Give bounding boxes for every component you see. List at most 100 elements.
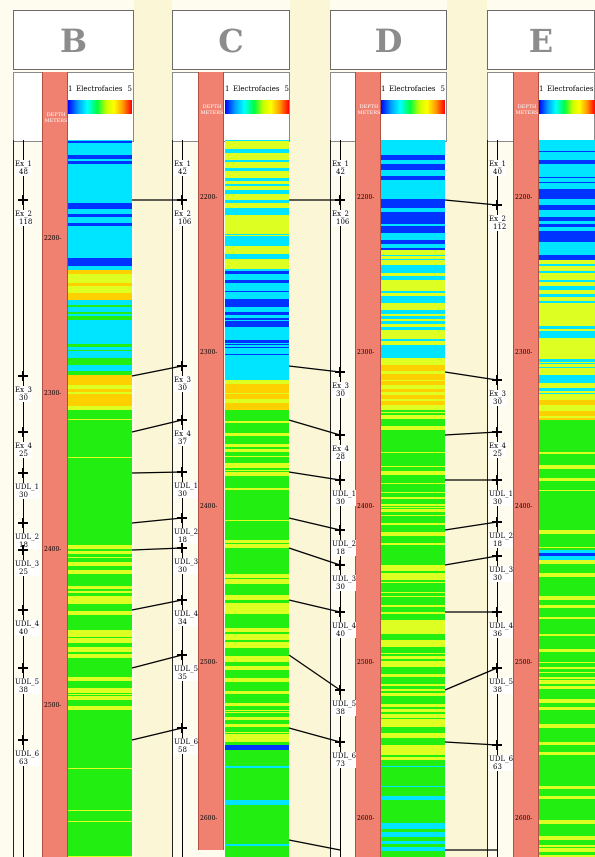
- zone-name: Ex_3: [332, 382, 350, 390]
- facies-band: [68, 811, 132, 813]
- facies-band: [225, 782, 289, 784]
- facies-band: [381, 653, 445, 654]
- correlation-line: [288, 599, 341, 613]
- facies-band: [68, 638, 132, 642]
- facies-band: [381, 296, 445, 299]
- facies-band: [68, 274, 132, 278]
- facies-band: [68, 833, 132, 836]
- facies-log-d: [381, 140, 445, 857]
- facies-band: [381, 147, 445, 151]
- facies-band: [68, 230, 132, 234]
- facies-band: [225, 263, 289, 265]
- facies-band: [68, 171, 132, 172]
- depth-unit-label: DEPTH METERS: [357, 104, 381, 116]
- facies-band: [68, 209, 132, 211]
- facies-band: [68, 630, 132, 634]
- facies-band: [225, 525, 289, 529]
- facies-band: [68, 337, 132, 338]
- facies-band: [381, 453, 445, 457]
- facies-band: [68, 478, 132, 481]
- facies-band: [539, 223, 595, 224]
- facies-band: [381, 593, 445, 596]
- zone-value: 35: [178, 673, 187, 681]
- facies-band: [68, 148, 132, 152]
- facies-band: [68, 600, 132, 604]
- depth-tick-label: 2300-: [515, 349, 533, 356]
- facies-band: [381, 348, 445, 351]
- facies-band: [381, 691, 445, 693]
- facies-band: [225, 723, 289, 724]
- facies-band: [381, 520, 445, 523]
- facies-band: [539, 547, 595, 548]
- facies-band: [225, 507, 289, 510]
- facies-band: [225, 311, 289, 312]
- facies-band: [539, 737, 595, 738]
- zone-name: UDL_6: [174, 738, 199, 746]
- facies-band: [381, 569, 445, 571]
- facies-band: [225, 479, 289, 480]
- facies-band: [539, 374, 595, 375]
- facies-band: [68, 593, 132, 596]
- facies-band: [539, 491, 595, 493]
- facies-band: [68, 831, 132, 833]
- facies-band: [381, 164, 445, 166]
- facies-band: [225, 743, 289, 745]
- facies-band: [381, 802, 445, 806]
- facies-band: [381, 334, 445, 335]
- facies-band: [68, 347, 132, 350]
- zone-name: Ex_3: [15, 386, 33, 394]
- facies-band: [381, 381, 445, 385]
- facies-band: [68, 305, 132, 307]
- facies-band: [381, 276, 445, 280]
- depth-tick-label: 2400-: [200, 503, 218, 510]
- facies-band: [225, 430, 289, 433]
- facies-band: [539, 164, 595, 168]
- facies-band: [539, 830, 595, 832]
- facies-band: [68, 848, 132, 852]
- facies-band: [539, 829, 595, 830]
- facies-band: [539, 190, 595, 192]
- facies-band: [68, 471, 132, 474]
- facies-band: [381, 580, 445, 582]
- facies-band: [68, 731, 132, 735]
- facies-band: [68, 402, 132, 406]
- facies-band: [539, 472, 595, 476]
- facies-band: [381, 749, 445, 751]
- facies-band: [225, 745, 289, 747]
- facies-band: [68, 798, 132, 802]
- facies-band: [225, 646, 289, 647]
- zone-name: Ex_1: [332, 160, 350, 168]
- facies-band: [225, 425, 289, 429]
- depth-tick-label: 2500-: [44, 702, 62, 709]
- facies-band: [68, 723, 132, 727]
- facies-band: [539, 570, 595, 573]
- facies-band: [381, 693, 445, 696]
- facies-band: [539, 482, 595, 483]
- facies-band: [381, 509, 445, 512]
- facies-band: [225, 280, 289, 283]
- facies-band: [539, 243, 595, 246]
- zone-label: UDL_4 34: [174, 610, 199, 626]
- facies-band: [68, 381, 132, 385]
- facies-band: [539, 715, 595, 717]
- facies-band: [225, 201, 289, 203]
- facies-band: [225, 472, 289, 476]
- facies-band: [539, 612, 595, 615]
- facies-log-b: [68, 140, 132, 857]
- facies-band: [381, 528, 445, 531]
- facies-band: [381, 779, 445, 783]
- facies-band: [225, 373, 289, 374]
- correlation-line: [131, 599, 183, 611]
- facies-band: [68, 441, 132, 444]
- facies-band: [68, 328, 132, 332]
- facies-band: [381, 604, 445, 605]
- facies-band: [68, 373, 132, 375]
- facies-band: [381, 360, 445, 364]
- facies-band: [68, 793, 132, 795]
- facies-band: [68, 807, 132, 810]
- facies-band: [381, 410, 445, 412]
- zone-marker: [335, 475, 345, 485]
- zone-label: Ex_4 28: [332, 445, 350, 461]
- facies-band: [68, 190, 132, 192]
- facies-band: [381, 452, 445, 453]
